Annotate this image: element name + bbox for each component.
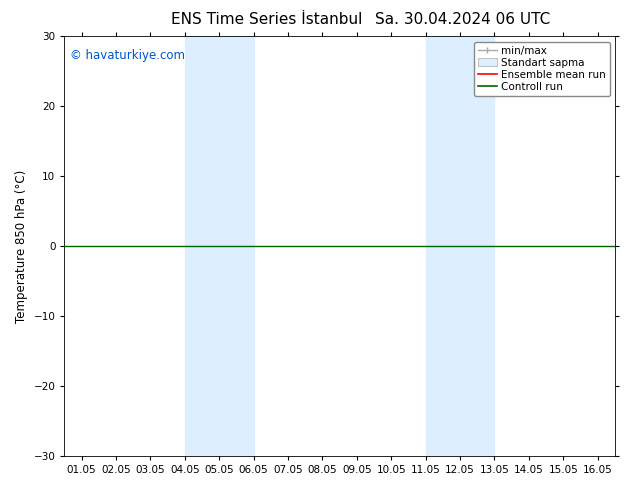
- Text: ENS Time Series İstanbul: ENS Time Series İstanbul: [171, 12, 362, 27]
- Bar: [425, 36, 495, 456]
- Y-axis label: Temperature 850 hPa (°C): Temperature 850 hPa (°C): [15, 170, 28, 323]
- Text: © havaturkiye.com: © havaturkiye.com: [70, 49, 185, 62]
- Text: Sa. 30.04.2024 06 UTC: Sa. 30.04.2024 06 UTC: [375, 12, 550, 27]
- Legend: min/max, Standart sapma, Ensemble mean run, Controll run: min/max, Standart sapma, Ensemble mean r…: [474, 42, 610, 96]
- Bar: [185, 36, 254, 456]
